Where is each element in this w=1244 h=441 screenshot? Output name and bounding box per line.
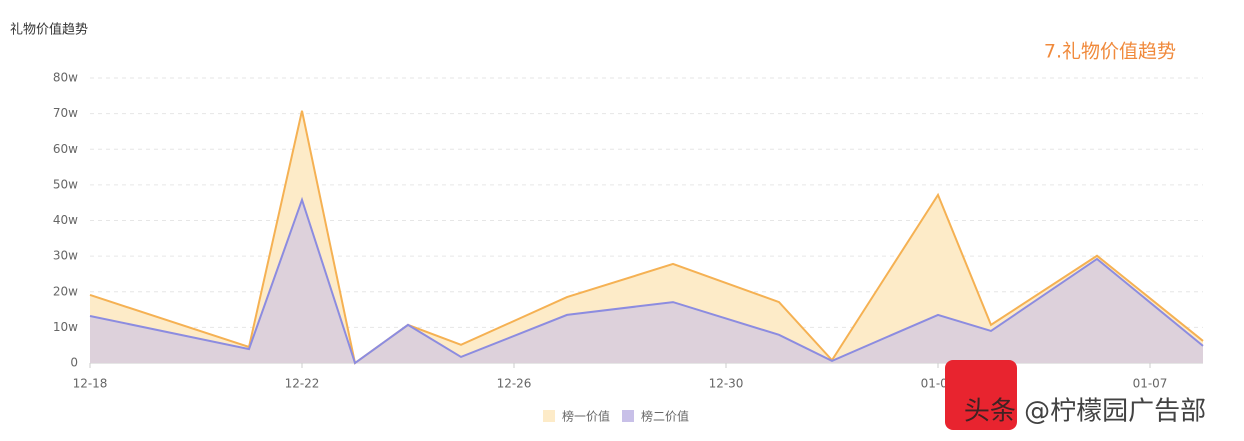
x-tick-label: 12-26: [497, 377, 532, 391]
area-fill: [90, 199, 1203, 363]
legend-label: 榜一价值: [562, 409, 610, 424]
x-tick-label: 12-18: [73, 377, 108, 391]
x-tick-label: 12-30: [709, 377, 744, 391]
y-tick-label: 0: [70, 356, 78, 370]
watermark-logo: [945, 360, 1017, 430]
y-tick-label: 40w: [53, 213, 78, 227]
annotation: 7.礼物价值趋势: [1044, 41, 1176, 63]
legend-swatch: [543, 410, 555, 422]
line: [89, 110, 1204, 365]
x-tick-label: 01-07: [1133, 377, 1168, 391]
y-tick-label: 10w: [53, 320, 78, 334]
watermark: 头条 @柠檬园广告部: [964, 397, 1206, 427]
y-tick-label: 20w: [53, 284, 78, 298]
legend-swatch: [622, 410, 634, 422]
y-tick-label: 70w: [53, 106, 78, 120]
y-tick-label: 30w: [53, 249, 78, 263]
legend-label: 榜二价值: [641, 409, 689, 424]
y-tick-label: 80w: [53, 71, 78, 85]
y-tick-label: 60w: [53, 142, 78, 156]
x-tick-label: 12-22: [285, 377, 320, 391]
line: [89, 196, 1204, 365]
plot: 0 10w 20w 30w 40w 50w 60w 70w 80w 12-18 12-22 12-26…: [53, 71, 1204, 391]
y-tick-label: 50w: [53, 177, 78, 191]
area-fill: [90, 110, 1203, 364]
chart-title: 礼物价值趋势: [10, 22, 88, 38]
